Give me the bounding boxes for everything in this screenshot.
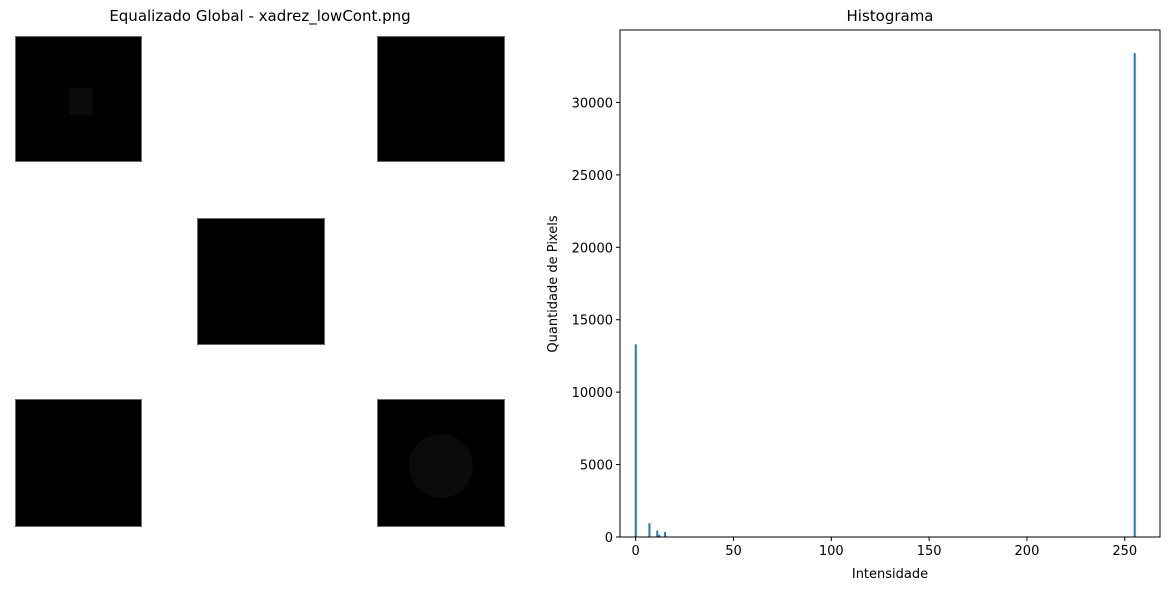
histogram-bar: [656, 530, 659, 537]
y-tick-label: 30000: [572, 96, 613, 111]
checker-square: [15, 399, 142, 527]
checker-square: [377, 36, 505, 162]
y-tick-label: 25000: [572, 169, 613, 184]
plot-frame: [619, 29, 1161, 538]
y-tick-label: 20000: [572, 241, 613, 256]
x-tick-label: 50: [725, 544, 742, 559]
y-tick-label: 10000: [572, 386, 613, 401]
y-tick-label: 15000: [572, 314, 613, 329]
histogram-bar: [664, 531, 667, 537]
y-tick-label: 5000: [580, 459, 613, 474]
x-tick-label: 100: [819, 544, 844, 559]
inner-circle: [409, 434, 473, 498]
x-axis-label: Intensidade: [852, 567, 928, 582]
x-tick-label: 250: [1112, 544, 1137, 559]
equalized-image: [14, 35, 506, 528]
histogram-bar: [648, 523, 651, 537]
checker-square: [15, 36, 142, 162]
plot-area: 0 50 100 150 200 250 0 5000 10000 15000 20000 25000…: [572, 29, 1161, 559]
inner-patch: [69, 88, 93, 115]
x-tick-label: 0: [632, 544, 640, 559]
histogram-bar: [1133, 53, 1136, 537]
y-axis-label: Quantidade de Pixels: [546, 215, 561, 352]
checker-square: [377, 399, 505, 527]
image-panel-title: Equalizado Global - xadrez_lowCont.png: [109, 7, 411, 25]
chart-title: Histograma: [846, 7, 934, 25]
x-tick-label: 150: [917, 544, 942, 559]
y-tick-label: 0: [605, 531, 613, 546]
x-tick-label: 200: [1015, 544, 1040, 559]
checker-square: [197, 218, 325, 345]
histogram-bar: [634, 344, 637, 537]
histogram-bar: [658, 534, 661, 537]
